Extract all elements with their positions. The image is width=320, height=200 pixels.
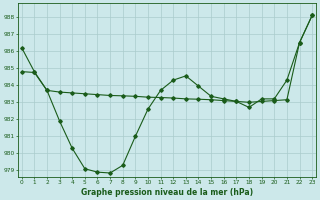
X-axis label: Graphe pression niveau de la mer (hPa): Graphe pression niveau de la mer (hPa) <box>81 188 253 197</box>
